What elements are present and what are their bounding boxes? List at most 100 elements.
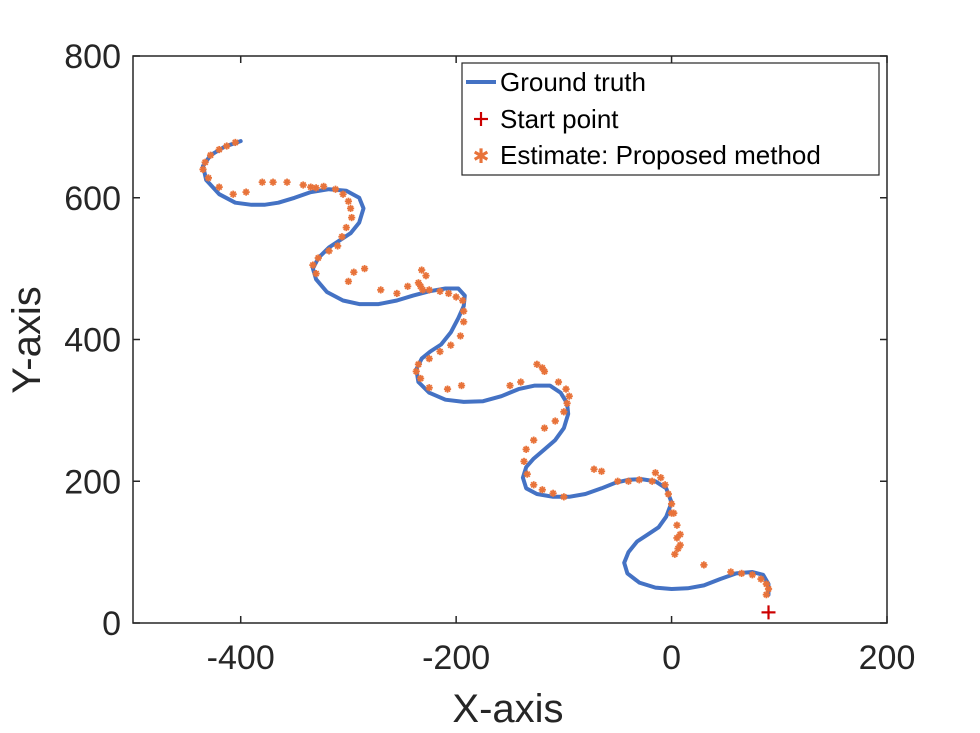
- estimate-point: [635, 476, 643, 484]
- estimate-point: [339, 190, 347, 198]
- estimate-point: [520, 457, 528, 466]
- estimate-point: [344, 197, 353, 205]
- estimate-point: [377, 286, 385, 294]
- series-layer: [199, 138, 776, 620]
- y-axis-label: Y-axis: [5, 286, 49, 393]
- estimate-point: [436, 287, 444, 295]
- estimate-point: [204, 174, 212, 182]
- start-point-marker: [761, 605, 776, 620]
- estimate-point: [459, 296, 467, 305]
- estimate-point: [342, 223, 350, 232]
- estimate-point: [360, 265, 369, 273]
- y-tick-label: 600: [64, 180, 121, 218]
- estimate-point: [229, 190, 237, 198]
- estimate-point: [346, 204, 355, 212]
- ground-truth-line: [201, 139, 771, 597]
- estimate-point: [312, 184, 320, 192]
- estimate-point: [404, 282, 412, 290]
- estimate-point: [443, 385, 452, 393]
- estimate-point: [674, 544, 682, 553]
- y-tick-label: 200: [64, 463, 121, 501]
- estimate-point: [325, 247, 333, 255]
- y-tick-label: 800: [64, 38, 121, 76]
- estimate-point: [657, 474, 665, 482]
- estimate-point: [651, 469, 660, 477]
- estimate-point: [269, 178, 277, 186]
- estimate-point: [540, 367, 549, 375]
- estimate-point: [331, 185, 340, 193]
- estimate-point: [700, 561, 708, 569]
- x-tick-label: -200: [422, 639, 490, 677]
- estimate-point: [667, 509, 676, 517]
- estimate-point: [597, 467, 606, 475]
- estimate-point: [530, 436, 538, 444]
- estimate-point: [538, 486, 546, 494]
- estimate-point: [562, 385, 570, 393]
- estimate-point: [299, 181, 307, 189]
- estimate-point: [664, 490, 672, 498]
- estimate-point: [338, 233, 346, 241]
- estimate-point: [344, 277, 353, 285]
- estimate-point: [258, 178, 266, 186]
- legend: Ground truth Start point ✱ Estimate: Pro…: [461, 62, 880, 176]
- estimate-point: [757, 575, 765, 583]
- estimate-point: [661, 481, 669, 489]
- estimate-point: [551, 417, 559, 425]
- estimate-point: [201, 158, 209, 166]
- estimate-point: [748, 571, 756, 579]
- estimate-point: [445, 289, 453, 298]
- estimate-point: [414, 360, 423, 368]
- tick-labels: -400 -200 0 200 0 200 400 600 800: [64, 38, 915, 677]
- legend-label-start-point: Start point: [500, 104, 619, 134]
- estimate-point: [457, 381, 466, 390]
- estimate-point: [530, 481, 538, 489]
- estimate-point: [314, 254, 322, 262]
- estimate-point: [560, 493, 568, 501]
- estimate-point: [522, 445, 530, 453]
- estimate-point: [549, 489, 557, 497]
- estimate-point: [565, 392, 573, 400]
- estimate-point: [727, 568, 735, 576]
- estimate-point: [425, 286, 433, 294]
- estimate-point: [416, 374, 425, 383]
- estimate-point: [206, 151, 215, 159]
- legend-label-ground-truth: Ground truth: [500, 67, 646, 97]
- estimate-point: [334, 242, 342, 250]
- plot-frame: [132, 55, 888, 624]
- x-tick-label: -400: [207, 639, 275, 677]
- estimate-point: [517, 378, 525, 386]
- estimate-point: [563, 399, 571, 407]
- estimate-point: [242, 188, 250, 196]
- estimate-point: [533, 360, 541, 368]
- x-tick-label: 200: [859, 639, 916, 677]
- y-tick-label: 0: [102, 605, 121, 643]
- estimate-point: [350, 268, 358, 276]
- estimate-point: [425, 355, 433, 363]
- y-tick-label: 400: [64, 322, 121, 360]
- estimate-point: [412, 367, 420, 375]
- estimate-point: [590, 465, 598, 473]
- estimate-point: [673, 534, 681, 542]
- estimate-point: [418, 266, 426, 274]
- estimate-point: [762, 591, 770, 599]
- estimate-point: [422, 272, 430, 280]
- estimate-point: [523, 470, 531, 478]
- estimate-point: [199, 165, 207, 173]
- estimate-point: [348, 213, 356, 222]
- estimate-point: [419, 286, 427, 294]
- estimate-point: [737, 569, 746, 577]
- estimate-point: [393, 289, 401, 298]
- legend-swatch-start-point: [474, 112, 488, 126]
- estimate-point: [764, 585, 773, 593]
- estimate-point: [560, 408, 568, 416]
- legend-box: [461, 62, 880, 176]
- estimate-point: [540, 424, 549, 432]
- legend-swatch-estimate: ✱: [473, 144, 490, 168]
- estimate-point: [447, 341, 455, 349]
- estimate-point: [215, 183, 223, 191]
- estimate-point: [460, 318, 468, 326]
- estimate-point: [425, 384, 433, 392]
- estimate-point: [215, 145, 223, 154]
- estimate-point: [309, 261, 317, 269]
